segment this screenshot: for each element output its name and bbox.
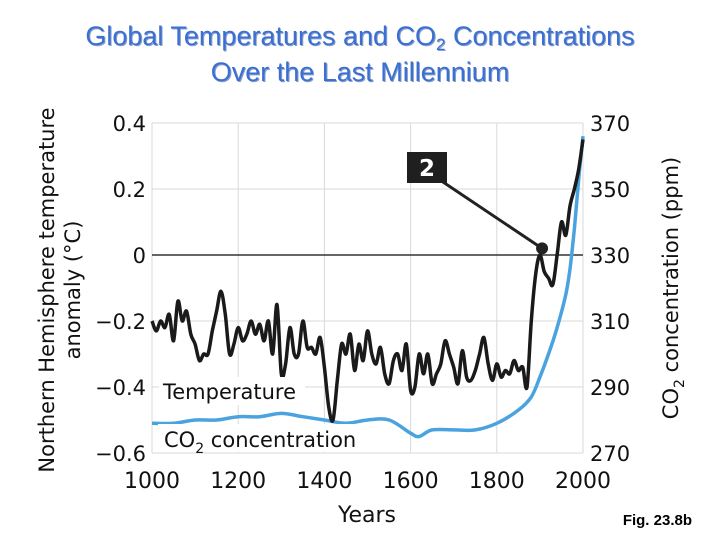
y-axis-label-left-line-2: anomaly (°C)	[61, 221, 85, 360]
x-tick-label: 2000	[555, 469, 611, 494]
y-axis-label-left: Northern Hemisphere temperatureanomaly (…	[35, 107, 85, 472]
left-tick-label: 0	[133, 244, 146, 268]
x-tick-label: 1200	[210, 469, 266, 494]
title-suffix: Concentrations	[445, 21, 635, 51]
temperature-label-text: Temperature	[162, 380, 296, 404]
right-label-rest: concentration (ppm)	[659, 157, 683, 379]
right-tick-label: 350	[590, 178, 630, 202]
left-tick-label: −0.6	[95, 442, 146, 466]
co2-label-text: CO2 concentration	[164, 428, 356, 457]
figure-label: Fig. 23.8b	[622, 512, 692, 529]
x-tick-label: 1400	[296, 469, 352, 494]
left-tick-label: 0.4	[113, 112, 146, 136]
left-axis-ticks: 0.4 0.2 0 −0.2 −0.4 −0.6	[95, 112, 146, 466]
co2-label-subscript: 2	[195, 441, 204, 457]
x-tick-label: 1800	[469, 469, 525, 494]
x-tick-label: 1000	[124, 469, 180, 494]
chart-title-line-1: Global Temperatures and CO2 Concentratio…	[0, 20, 720, 54]
co2-series-label: CO2 concentration	[158, 424, 384, 457]
left-tick-label: −0.2	[95, 310, 146, 334]
co2-series-line	[151, 136, 585, 439]
left-tick-label: 0.2	[113, 178, 146, 202]
y-axis-label-right: CO2 concentration (ppm)	[659, 157, 688, 419]
co2-label-co: CO	[164, 428, 195, 452]
right-tick-label: 330	[590, 244, 630, 268]
x-axis-label: Years	[337, 503, 396, 528]
right-tick-label: 370	[590, 112, 630, 136]
callout-leader-line	[439, 178, 543, 250]
right-label-co: CO	[659, 388, 683, 419]
right-axis-ticks: 370 350 330 310 290 270	[590, 112, 630, 466]
x-tick-label: 1600	[383, 469, 439, 494]
temperature-series-line	[150, 139, 585, 423]
x-axis-ticks: 1000 1200 1400 1600 1800 2000	[124, 469, 611, 494]
left-tick-label: −0.4	[95, 376, 146, 400]
right-label-subscript: 2	[672, 379, 688, 388]
title-subscript: 2	[436, 35, 446, 54]
callout-badge	[407, 152, 447, 183]
temperature-series-label: Temperature	[159, 377, 305, 405]
callout-point	[536, 242, 549, 255]
right-tick-label: 290	[590, 376, 630, 400]
chart-title-line-2: Over the Last Millennium	[210, 57, 510, 87]
right-tick-label: 270	[590, 442, 630, 466]
title-prefix: Global Temperatures and CO	[85, 21, 437, 51]
callout-number: 2	[419, 156, 435, 182]
y-axis-label-left-line-1: Northern Hemisphere temperature	[35, 107, 59, 472]
right-tick-label: 310	[590, 310, 630, 334]
co2-label-rest: concentration	[204, 428, 356, 452]
callout-marker: 2	[407, 152, 549, 255]
